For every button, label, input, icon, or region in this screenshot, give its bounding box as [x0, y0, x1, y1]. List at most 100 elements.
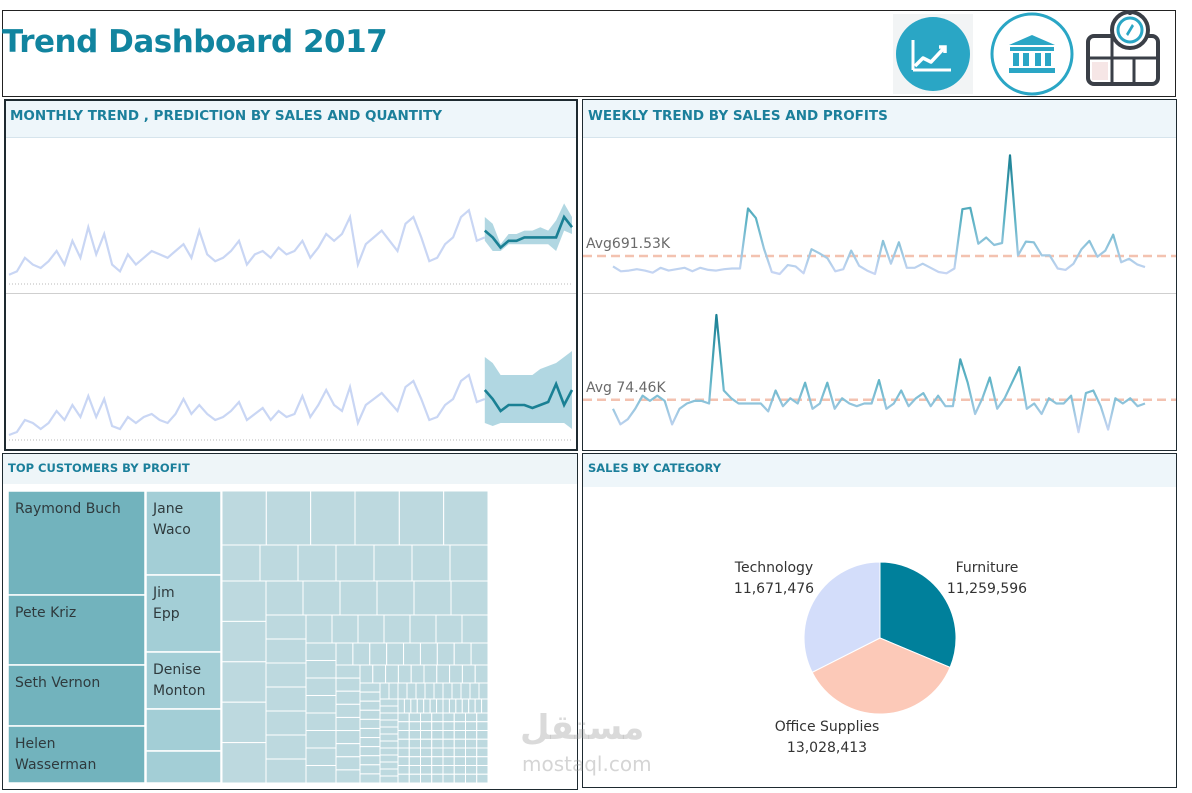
- pie-label: Office Supplies: [775, 719, 880, 735]
- customer-cell: [145, 651, 222, 710]
- customer-cell: [398, 490, 445, 546]
- pie-label: Technology: [734, 560, 813, 576]
- customer-cell: [359, 682, 381, 693]
- forecast-band: [484, 203, 572, 251]
- customer-cell: [410, 698, 418, 714]
- customer-cell: [431, 756, 444, 766]
- customer-cell: [416, 698, 425, 714]
- customer-cell: [335, 642, 354, 666]
- customer-cell: [442, 738, 455, 749]
- customer-cell: [379, 768, 399, 777]
- customer-cell: [310, 490, 356, 546]
- customer-label: Epp: [153, 606, 180, 622]
- customer-cell: [385, 664, 399, 684]
- customer-cell: [265, 638, 307, 664]
- customer-cell: [335, 664, 361, 679]
- trend-chart-icon[interactable]: [893, 14, 973, 94]
- customer-label: Monton: [153, 683, 205, 699]
- customer-cell: [397, 698, 405, 714]
- customer-cell: [474, 698, 483, 714]
- customer-cell: [265, 710, 307, 736]
- customer-cell: [431, 747, 444, 758]
- customer-cell: [420, 765, 433, 775]
- customer-cell: [359, 755, 381, 766]
- customer-cell: [397, 682, 408, 700]
- customer-cell: [476, 721, 489, 731]
- customer-cell: [408, 765, 421, 775]
- customer-cell: [7, 490, 146, 596]
- customer-cell: [465, 738, 478, 749]
- customer-cell: [453, 721, 466, 731]
- customer-cell: [465, 712, 478, 723]
- customer-cell: [352, 642, 371, 666]
- customer-label: Helen: [15, 736, 56, 752]
- customer-cell: [379, 761, 399, 770]
- customer-cell: [469, 682, 480, 700]
- customer-cell: [383, 614, 411, 644]
- customer-cell: [335, 743, 361, 758]
- customer-cell: [305, 660, 337, 679]
- customer-cell: [453, 773, 466, 784]
- sales-category-pie: Furniture 11,259,596 Office Supplies 13,028…: [734, 560, 1027, 756]
- top-customers-title: TOP CUSTOMERS BY PROFIT: [3, 454, 577, 484]
- customer-cell: [379, 726, 399, 735]
- customer-cell: [453, 765, 466, 775]
- customer-cell: [451, 682, 462, 700]
- customer-cell: [354, 490, 400, 546]
- customer-cell: [408, 773, 421, 784]
- customer-cell: [373, 544, 413, 582]
- customer-label: Raymond Buch: [15, 501, 121, 517]
- top-customers-treemap: Raymond Buch Pete Kriz Seth Vernon Helen Was…: [7, 490, 489, 784]
- customer-cell: [145, 750, 222, 784]
- customer-label: Jim: [152, 585, 175, 601]
- weekly-line: [612, 313, 1146, 434]
- forecast-band: [484, 351, 572, 429]
- customer-cell: [388, 682, 399, 700]
- customer-cell: [410, 664, 425, 684]
- customer-label: Seth Vernon: [15, 675, 100, 691]
- customer-cell: [357, 614, 385, 644]
- customer-cell: [359, 746, 381, 757]
- customer-cell: [302, 580, 341, 616]
- weekly-trend-panel: WEEKLY TREND BY SALES AND PROFITS: [582, 99, 1177, 451]
- customer-cell: [335, 730, 361, 745]
- customer-cell: [397, 738, 410, 749]
- pie-value: 11,671,476: [734, 581, 814, 597]
- bank-building-icon[interactable]: [989, 11, 1075, 97]
- customer-cell: [397, 756, 410, 766]
- history-line: [8, 208, 486, 276]
- customer-cell: [379, 682, 390, 700]
- customer-cell: [305, 695, 337, 714]
- customer-label: Wasserman: [15, 757, 96, 773]
- customer-cell: [476, 747, 489, 758]
- weekly-line: [612, 154, 1146, 276]
- customer-cell: [7, 725, 146, 784]
- customer-cell: [397, 773, 410, 784]
- customer-cell: [423, 664, 438, 684]
- customer-cell: [431, 773, 444, 784]
- customer-cell: [455, 698, 463, 714]
- customer-cell: [359, 700, 381, 711]
- customer-cell: [429, 698, 438, 714]
- pie-slice-office-supplies: [811, 637, 951, 715]
- customer-cell: [431, 721, 444, 731]
- forecast-line: [483, 380, 574, 413]
- customer-cell: [145, 574, 222, 653]
- monthly-trend-title: MONTHLY TREND , PREDICTION BY SALES AND …: [6, 101, 576, 138]
- pie-value: 11,259,596: [947, 581, 1027, 597]
- customer-cell: [403, 642, 421, 666]
- customer-cell: [476, 765, 489, 775]
- customer-cell: [409, 614, 437, 644]
- customer-cell: [453, 756, 466, 766]
- customer-cell: [403, 698, 412, 714]
- customer-cell: [442, 773, 455, 784]
- map-compass-icon[interactable]: [1082, 8, 1164, 92]
- customer-cell: [461, 614, 489, 644]
- customer-cell: [221, 490, 267, 546]
- customer-cell: [379, 733, 399, 742]
- customer-cell: [465, 721, 478, 731]
- customer-cell: [265, 734, 307, 760]
- customer-cell: [476, 712, 489, 723]
- customer-cell: [465, 765, 478, 775]
- customer-label: Pete Kriz: [15, 605, 76, 621]
